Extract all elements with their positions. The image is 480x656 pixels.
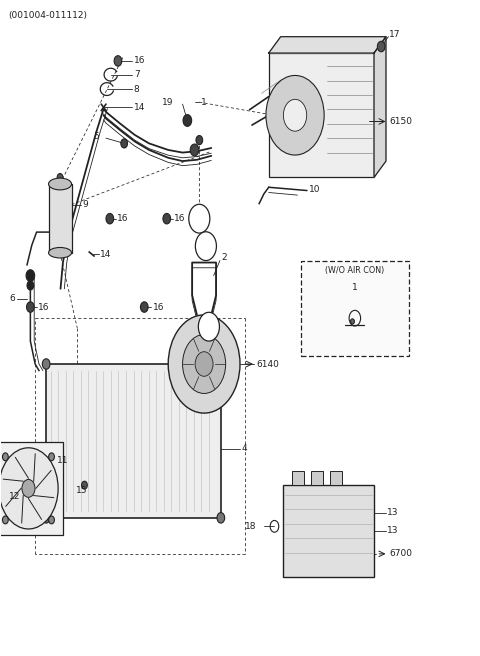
Circle shape (22, 480, 35, 497)
Text: (001004-011112): (001004-011112) (8, 10, 87, 20)
Circle shape (2, 453, 8, 461)
Bar (292, 471, 304, 485)
Text: 15: 15 (76, 486, 88, 495)
Circle shape (182, 335, 226, 394)
Circle shape (26, 302, 34, 312)
Circle shape (57, 173, 63, 181)
Circle shape (2, 516, 8, 524)
Bar (330, 471, 342, 485)
Circle shape (168, 315, 240, 413)
Circle shape (0, 448, 58, 529)
Circle shape (196, 136, 203, 145)
Text: 9: 9 (82, 200, 88, 209)
Circle shape (26, 270, 35, 281)
Bar (46, 364, 221, 518)
Text: 14: 14 (134, 103, 145, 112)
Text: 16: 16 (174, 214, 186, 223)
Circle shape (195, 232, 216, 260)
Text: 16: 16 (38, 302, 49, 312)
Bar (311, 471, 323, 485)
Text: 8: 8 (134, 85, 140, 94)
Text: 6140: 6140 (257, 359, 280, 369)
Circle shape (114, 56, 122, 66)
Text: 6: 6 (9, 294, 15, 303)
Text: 16: 16 (134, 56, 145, 66)
Circle shape (163, 213, 170, 224)
Circle shape (217, 359, 225, 369)
Text: 6150: 6150 (390, 117, 413, 126)
Text: 1: 1 (201, 98, 206, 107)
Circle shape (82, 482, 87, 489)
Text: A: A (206, 322, 212, 331)
Circle shape (141, 302, 148, 312)
Text: 18: 18 (245, 522, 257, 531)
Text: 1: 1 (352, 283, 358, 292)
Text: 16: 16 (153, 302, 164, 312)
Circle shape (121, 139, 128, 148)
Text: A: A (196, 214, 202, 223)
Text: 17: 17 (389, 30, 401, 39)
Text: 4: 4 (241, 444, 247, 453)
Text: 16: 16 (117, 214, 129, 223)
Text: 14: 14 (100, 249, 111, 258)
Text: 2: 2 (222, 253, 228, 262)
Circle shape (283, 99, 307, 131)
Text: 6700: 6700 (389, 549, 412, 558)
Ellipse shape (48, 247, 72, 258)
Circle shape (377, 41, 385, 52)
Text: 5: 5 (93, 133, 99, 141)
Text: 7: 7 (134, 70, 140, 79)
Circle shape (48, 453, 54, 461)
Text: (W/O AIR CON): (W/O AIR CON) (325, 266, 384, 275)
Circle shape (48, 516, 54, 524)
Circle shape (350, 319, 354, 324)
Polygon shape (269, 37, 386, 53)
Text: 12: 12 (9, 493, 21, 501)
Circle shape (183, 115, 192, 127)
Circle shape (217, 512, 225, 523)
Circle shape (190, 144, 199, 156)
Bar (283, 485, 374, 577)
Circle shape (198, 312, 219, 341)
Text: 19: 19 (162, 98, 174, 107)
Text: 11: 11 (57, 456, 69, 464)
Circle shape (42, 512, 50, 523)
Bar (0, 441, 62, 535)
Circle shape (189, 204, 210, 233)
Text: 13: 13 (387, 508, 399, 517)
Polygon shape (374, 37, 386, 177)
FancyBboxPatch shape (301, 260, 409, 356)
Bar (48, 184, 72, 253)
Circle shape (195, 352, 213, 377)
Circle shape (42, 359, 50, 369)
Text: 10: 10 (310, 185, 321, 194)
Ellipse shape (48, 178, 72, 190)
Text: 13: 13 (387, 526, 399, 535)
Text: A: A (203, 241, 209, 251)
Circle shape (27, 281, 34, 290)
Circle shape (266, 75, 324, 155)
Bar (269, 53, 374, 177)
Circle shape (106, 213, 114, 224)
